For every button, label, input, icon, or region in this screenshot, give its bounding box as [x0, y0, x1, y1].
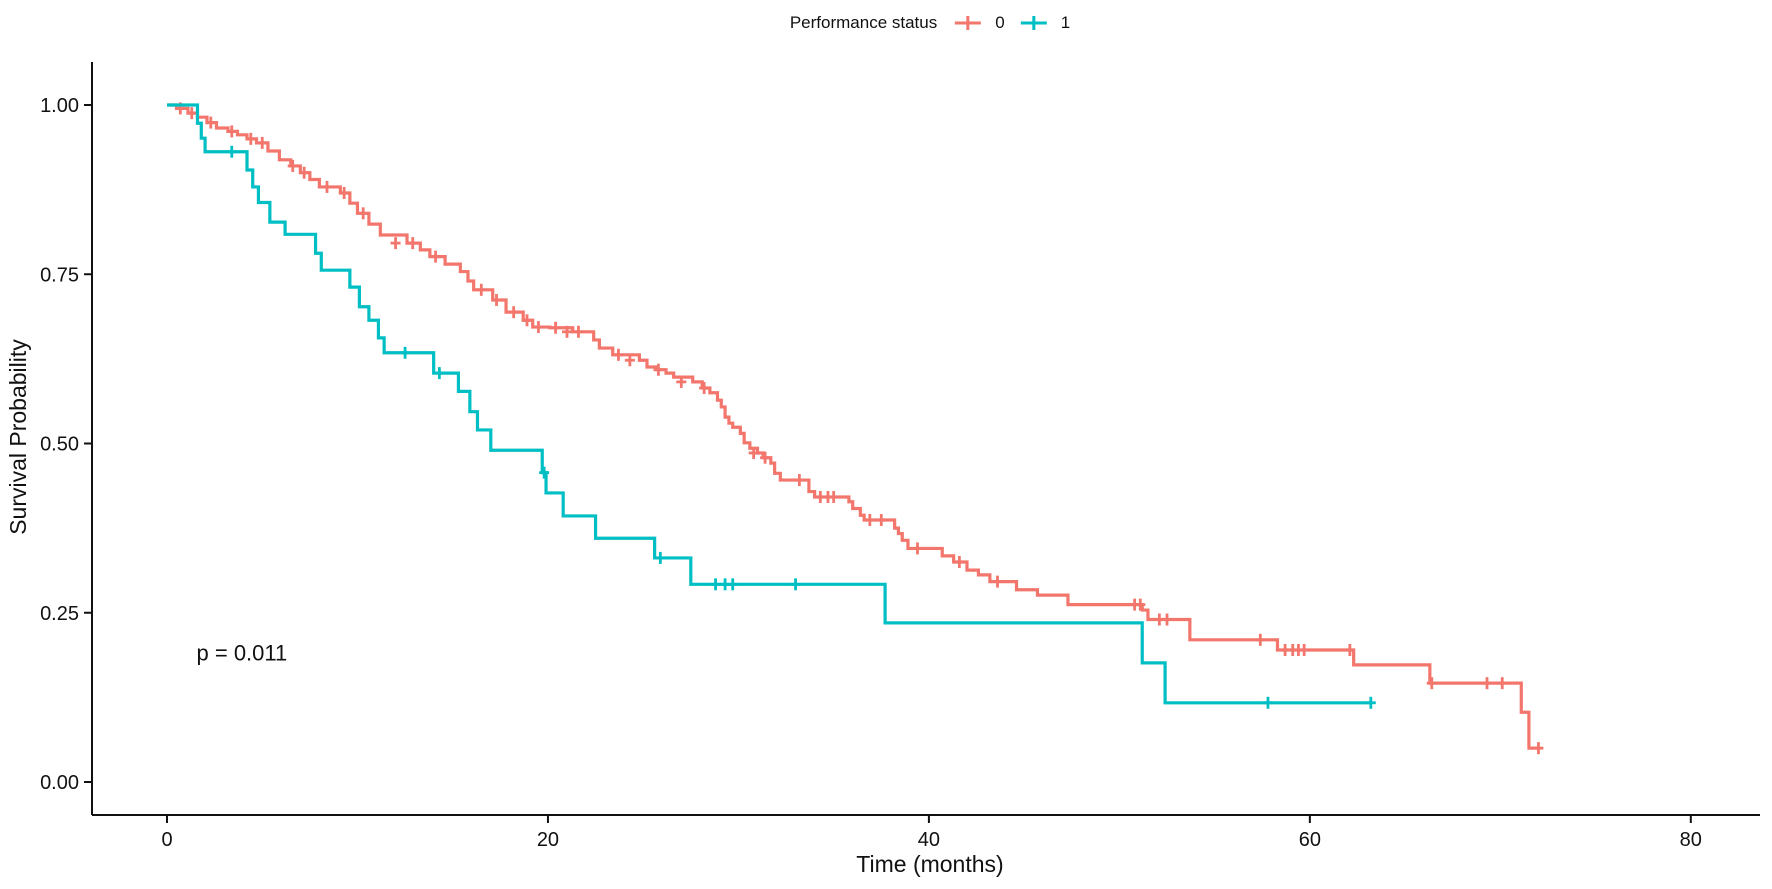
legend-title: Performance status: [789, 13, 938, 32]
y-tick-label-0.75: 0.75: [40, 264, 79, 286]
x-tick-label-80: 80: [1680, 829, 1702, 851]
legend-key-line-1: [1020, 16, 1047, 30]
x-axis-title: Time (months): [856, 851, 1003, 877]
km-curve-1: [167, 103, 1371, 705]
x-tick-label-40: 40: [918, 829, 940, 851]
y-tick-label-0.50: 0.50: [40, 434, 79, 456]
y-tick-label-0.00: 0.00: [40, 772, 79, 794]
x-tick-label-20: 20: [537, 829, 559, 851]
legend-entry-0: 0: [953, 13, 1005, 33]
legend-key-line-0: [955, 16, 982, 30]
legend-label-0: 0: [995, 13, 1005, 32]
x-tick-label-0: 0: [161, 829, 172, 851]
y-tick-label-0.25: 0.25: [40, 603, 79, 625]
legend-label-1: 1: [1060, 13, 1071, 32]
km-curve-0: [167, 103, 1541, 750]
legend-entry-1: 1: [1019, 13, 1070, 33]
plot-legend: Performance status 0 1: [790, 13, 1070, 33]
p-value-annotation: p = 0.011: [197, 640, 288, 665]
x-tick-label-60: 60: [1299, 829, 1321, 851]
y-axis-title: Survival Probability: [5, 339, 31, 535]
y-tick-label-1.00: 1.00: [40, 95, 79, 117]
